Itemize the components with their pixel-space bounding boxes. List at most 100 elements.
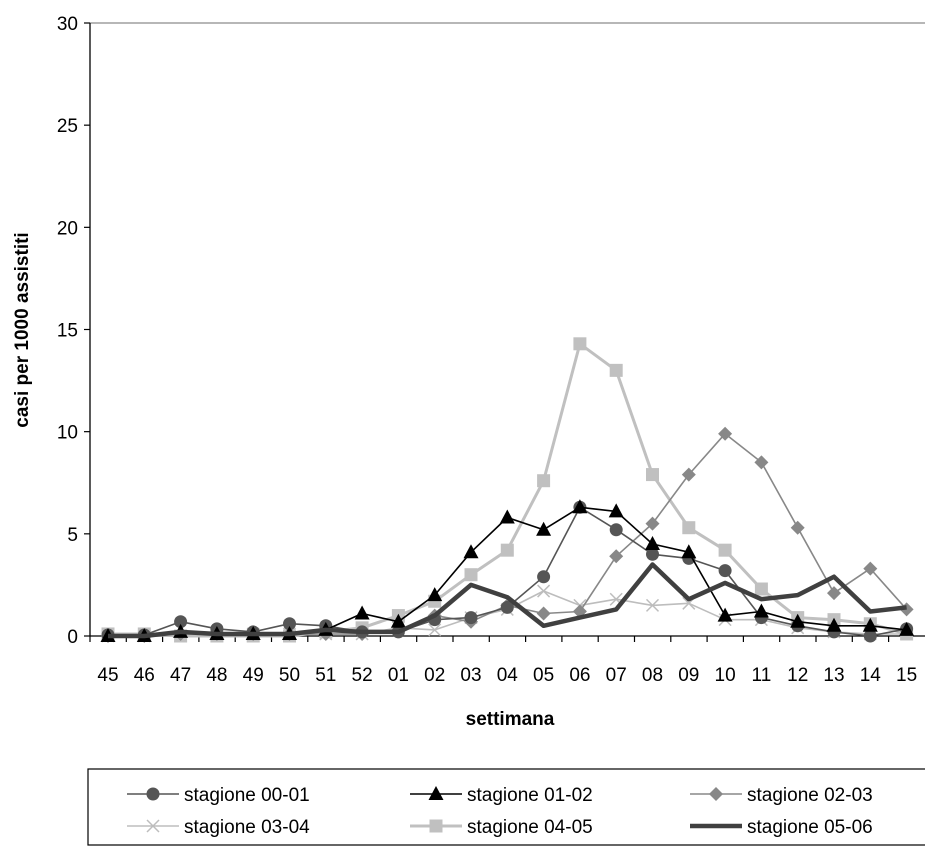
data-point — [646, 547, 659, 561]
x-tick-label: 45 — [97, 665, 118, 686]
x-tick-label: 01 — [388, 665, 409, 686]
data-point — [609, 363, 623, 377]
x-tick-label: 10 — [715, 665, 736, 686]
data-point — [827, 586, 841, 601]
data-point — [681, 544, 697, 559]
data-point — [537, 474, 551, 488]
x-tick-label: 02 — [424, 665, 445, 686]
series-stagione-05-06-line — [108, 562, 907, 639]
data-point — [718, 564, 732, 578]
data-point — [826, 617, 842, 632]
data-point — [790, 613, 806, 628]
x-tick-label: 52 — [352, 665, 373, 686]
x-tick-label: 46 — [134, 665, 155, 686]
data-point — [862, 617, 878, 632]
y-axis-title: casi per 1000 assistiti — [12, 232, 33, 427]
y-tick-label: 10 — [57, 423, 78, 444]
x-marker-stroke — [537, 584, 551, 598]
data-point — [899, 621, 915, 636]
series-stagione-01-02-line — [108, 506, 907, 637]
x-tick-label: 06 — [569, 665, 590, 686]
x-marker-stroke — [146, 819, 160, 833]
x-marker-stroke — [428, 623, 442, 637]
legend-item: stagione 00-01 — [127, 785, 310, 806]
y-tick-label: 5 — [67, 525, 78, 546]
x-marker-stroke — [645, 598, 660, 612]
data-point — [645, 598, 660, 612]
x-tick-label: 51 — [315, 665, 336, 686]
data-point — [573, 337, 587, 351]
data-point — [536, 521, 552, 536]
y-tick-label: 0 — [67, 627, 78, 648]
data-point — [609, 549, 624, 564]
x-tick-label: 49 — [243, 665, 264, 686]
data-point — [174, 615, 188, 629]
legend-swatch-marker — [429, 819, 443, 833]
x-tick-label: 03 — [460, 665, 481, 686]
data-point — [609, 523, 623, 537]
data-point — [863, 561, 878, 576]
x-axis-title: settimana — [466, 709, 555, 730]
x-tick-label: 04 — [497, 665, 519, 686]
data-point — [608, 503, 624, 518]
data-point — [428, 623, 442, 637]
data-point — [463, 544, 479, 559]
data-point — [464, 611, 478, 625]
data-point — [427, 587, 443, 602]
legend-swatch-marker — [428, 786, 444, 800]
data-point — [681, 467, 696, 482]
legend-swatch-marker — [146, 787, 160, 801]
data-point — [537, 584, 551, 598]
data-point — [572, 499, 588, 514]
data-point — [464, 568, 478, 582]
data-point — [753, 603, 769, 618]
x-tick-label: 48 — [206, 665, 227, 686]
legend-item: stagione 02-03 — [690, 785, 873, 806]
data-point — [390, 613, 406, 628]
x-marker-stroke — [609, 592, 623, 606]
x-tick-label: 05 — [533, 665, 554, 686]
data-point — [499, 509, 515, 524]
data-point — [500, 543, 514, 557]
legend-box — [87, 768, 925, 846]
data-point — [283, 617, 296, 631]
legend-item: stagione 04-05 — [410, 817, 593, 838]
data-point — [754, 455, 769, 470]
y-tick-label: 20 — [57, 218, 78, 239]
data-point — [754, 582, 768, 596]
series-stagione-00-01-line — [108, 506, 907, 637]
data-point — [645, 516, 660, 531]
legend-swatch-marker — [709, 787, 723, 801]
data-point — [537, 570, 551, 584]
legend-item: stagione 05-06 — [690, 817, 873, 838]
series-stagione-01-02 — [100, 499, 915, 642]
series-stagione-05-06 — [108, 562, 907, 639]
legend-label: stagione 03-04 — [184, 817, 310, 838]
legend-label: stagione 01-02 — [467, 785, 593, 806]
y-tick-label: 15 — [57, 321, 78, 342]
series-stagione-04-05-line — [108, 342, 908, 638]
legend-label: stagione 05-06 — [747, 817, 873, 838]
x-tick-label: 15 — [896, 665, 917, 686]
data-point — [718, 543, 732, 557]
x-tick-label: 12 — [787, 665, 808, 686]
x-tick-label: 11 — [752, 665, 772, 686]
legend-label: stagione 00-01 — [184, 785, 310, 806]
data-point — [354, 605, 370, 620]
legend-swatch-marker — [146, 819, 160, 833]
legend-item: stagione 03-04 — [127, 817, 310, 838]
x-tick-label: 07 — [606, 665, 627, 686]
x-tick-label: 08 — [642, 665, 663, 686]
data-point — [718, 426, 733, 441]
data-point — [500, 600, 514, 614]
data-point — [790, 520, 805, 535]
legend: stagione 00-01 stagione 01-02 stagione 02-… — [87, 768, 925, 846]
legend-label: stagione 02-03 — [747, 785, 873, 806]
y-tick-label: 30 — [57, 14, 78, 35]
x-tick-label: 47 — [170, 665, 191, 686]
legend-item: stagione 01-02 — [410, 785, 593, 806]
data-point — [682, 521, 696, 535]
data-point — [536, 606, 551, 621]
